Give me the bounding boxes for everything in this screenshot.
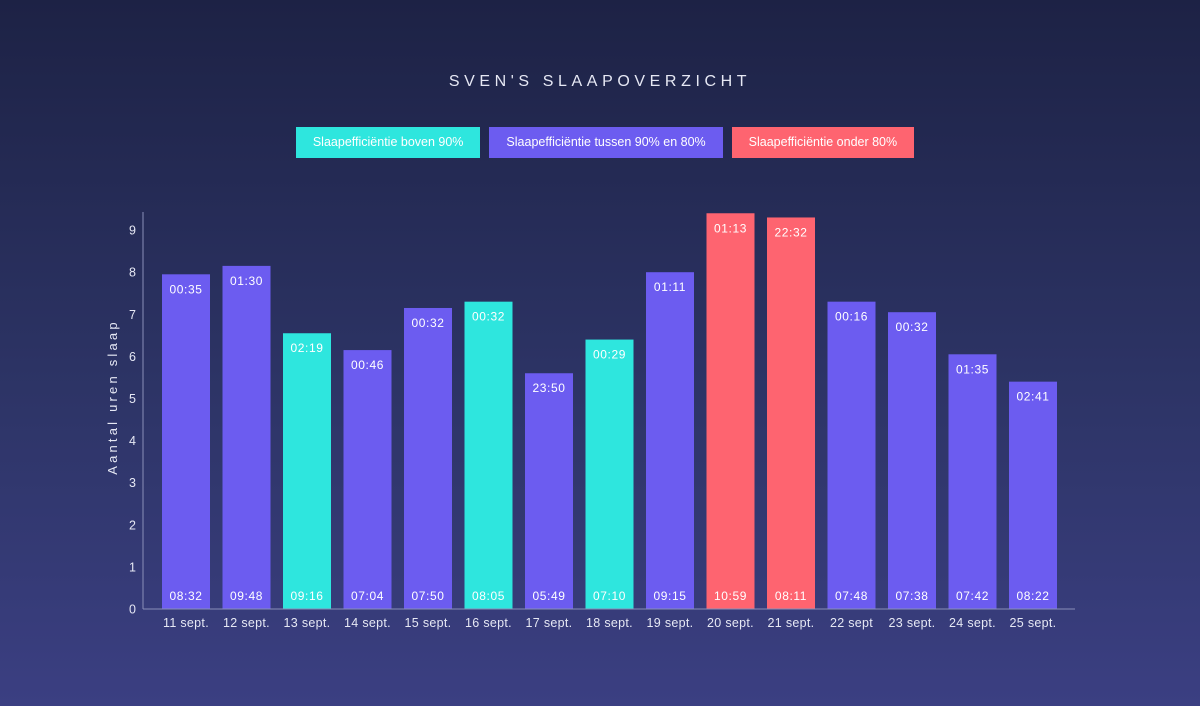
bar [283,333,331,609]
bar-bedtime-label: 22:32 [774,225,807,239]
bar-waketime-label: 09:48 [230,589,263,603]
bar-bedtime-label: 00:16 [835,310,868,324]
x-tick-label: 16 sept. [465,616,512,630]
y-tick-label: 9 [129,224,136,238]
bar [706,213,755,609]
bar [162,274,210,609]
x-tick-label: 11 sept. [163,616,209,630]
y-axis-ticks: 0 1 2 3 4 5 6 7 8 9 [129,224,136,617]
legend-item-between-90-80: Slaapefficiëntie tussen 90% en 80% [489,127,723,158]
bar-bedtime-label: 00:46 [351,358,384,372]
y-tick-label: 3 [129,476,136,490]
bar-bedtime-label: 02:19 [290,341,323,355]
x-tick-label: 20 sept. [707,616,754,630]
bar [404,307,452,609]
bar-waketime-label: 07:10 [593,589,626,603]
bar-waketime-label: 07:04 [351,589,384,603]
bar-bedtime-label: 00:32 [472,310,505,324]
y-axis-label: Aantal uren slaap [105,319,120,475]
bar-waketime-label: 08:05 [472,589,505,603]
bar [1009,381,1057,609]
x-tick-label: 18 sept. [586,616,633,630]
bar [767,217,815,609]
bar-bedtime-label: 01:35 [956,362,989,376]
legend: Slaapefficiëntie boven 90% Slaapefficiën… [5,127,1200,158]
y-tick-label: 2 [129,518,136,532]
x-tick-label: 12 sept. [223,616,270,630]
bars: 00:35 08:32 01:30 09:48 02:19 09:16 00:46 07:04… [162,213,1057,609]
bar-waketime-label: 07:48 [835,589,868,603]
bar [222,265,271,609]
chart-title: SVEN'S SLAAPOVERZICHT [448,73,752,90]
bar-waketime-label: 09:16 [290,589,323,603]
bar-waketime-label: 07:42 [956,589,989,603]
y-tick-label: 8 [129,266,136,280]
x-tick-label: 15 sept. [405,616,452,630]
bar-waketime-label: 08:22 [1016,589,1049,603]
bar-waketime-label: 05:49 [532,589,565,603]
bar-bedtime-label: 01:30 [230,274,263,288]
bar-bedtime-label: 01:13 [714,221,747,235]
x-tick-label: 23 sept. [889,616,936,630]
x-tick-label: 24 sept. [949,616,996,630]
bar-waketime-label: 10:59 [714,589,747,603]
bar-bedtime-label: 00:35 [169,282,202,296]
bar-bedtime-label: 02:41 [1016,390,1049,404]
y-tick-label: 1 [129,560,136,574]
bar-bedtime-label: 23:50 [532,381,565,395]
bar-bedtime-label: 00:32 [411,316,444,330]
x-tick-label: 19 sept. [647,616,694,630]
x-axis-ticks: 11 sept. 12 sept. 13 sept. 14 sept. 15 sept.… [163,616,1056,630]
bar-waketime-label: 08:32 [169,589,202,603]
bar-waketime-label: 07:50 [411,589,444,603]
bar-bedtime-label: 00:29 [593,348,626,362]
bar [646,272,694,609]
y-tick-label: 6 [129,350,136,364]
x-tick-label: 25 sept. [1010,616,1057,630]
x-tick-label: 22 sept [830,616,873,630]
x-tick-label: 13 sept. [284,616,331,630]
legend-item-below-80: Slaapefficiëntie onder 80% [731,127,915,158]
bar [827,301,876,609]
bar [948,354,997,609]
bar [525,373,573,609]
x-tick-label: 17 sept. [526,616,573,630]
bar-waketime-label: 07:38 [895,589,928,603]
bar-waketime-label: 08:11 [775,589,807,603]
bar [585,339,634,609]
y-tick-label: 7 [129,308,136,322]
bar [464,301,513,609]
y-tick-label: 5 [129,392,136,406]
bar [343,350,392,609]
y-tick-label: 4 [129,434,136,448]
bar-bedtime-label: 01:11 [654,280,686,294]
x-tick-label: 21 sept. [768,616,815,630]
legend-item-above-90: Slaapefficiëntie boven 90% [295,127,481,158]
bar [888,312,936,609]
bar-waketime-label: 09:15 [653,589,686,603]
x-tick-label: 14 sept. [344,616,391,630]
bar-bedtime-label: 00:32 [895,320,928,334]
y-tick-label: 0 [129,603,136,617]
